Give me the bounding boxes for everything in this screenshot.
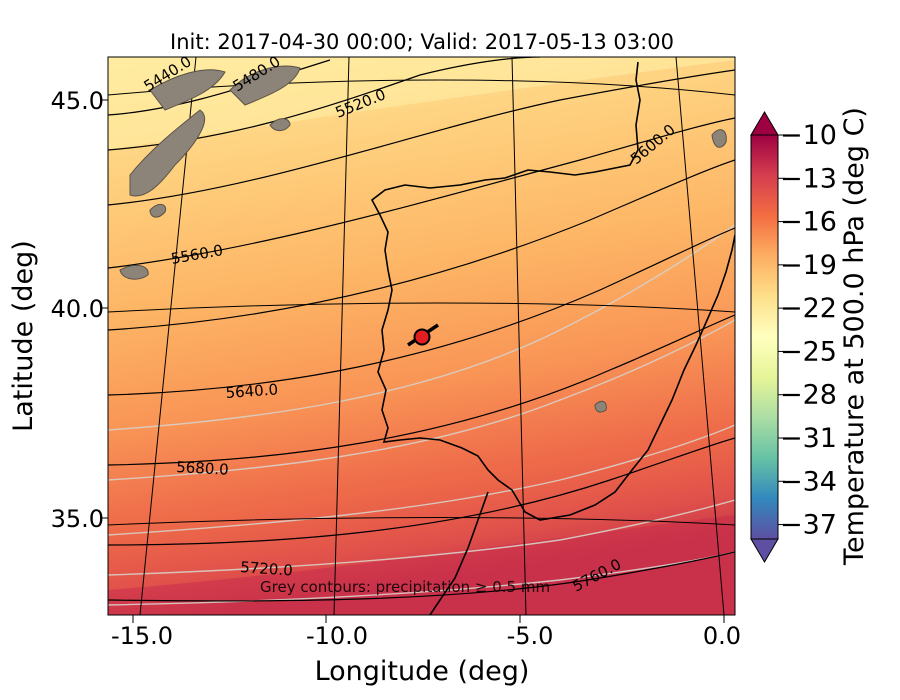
- precip-region: [711, 129, 727, 148]
- precip-region: [594, 400, 607, 413]
- colorbar-label: Temperature at 500.0 hPa (deg C): [839, 107, 870, 566]
- precipitation-note: Grey contours: precipitation ≥ 0.5 mm: [260, 578, 550, 596]
- colorbar-ticks: −10 −13 −16 −19 −22 −25 −28 −31 −34 −37: [778, 120, 837, 541]
- contour-label: 5720.0: [240, 558, 294, 580]
- temperature-isotherms: [108, 224, 735, 606]
- y-tick-label: 45.0: [51, 87, 104, 115]
- x-tick-label: 0.0: [703, 622, 741, 650]
- height-contour-line: [108, 551, 735, 602]
- colorbar: −10 −13 −16 −19 −22 −25 −28 −31 −34 −37 Temperatu…: [750, 107, 870, 566]
- plot-title: Init: 2017-04-30 00:00; Valid: 2017-05-1…: [170, 30, 674, 54]
- africa-coastline: [429, 491, 489, 615]
- colorbar-body: [750, 134, 779, 540]
- height-contour-line: [108, 314, 735, 466]
- colorbar-tick-label: −25: [780, 336, 837, 367]
- colorbar-bottom-extend: [750, 538, 779, 563]
- plot-frame: [107, 56, 736, 616]
- x-tick-label: -15.0: [111, 622, 173, 650]
- iberian-coastline: [370, 61, 735, 521]
- height-contour-line: [108, 59, 331, 116]
- precip-region: [149, 203, 167, 218]
- precip-region: [229, 65, 301, 106]
- contour-label: 5640.0: [225, 380, 279, 402]
- parallel-line: [108, 517, 735, 526]
- x-tick-label: -5.0: [507, 622, 554, 650]
- precip-region: [129, 109, 206, 197]
- contour-label: 5680.0: [176, 458, 229, 479]
- colorbar-tick-label: −31: [780, 423, 837, 454]
- colorbar-tick-label: −10: [780, 120, 837, 151]
- precipitation-contours: [119, 65, 727, 413]
- precip-region: [269, 118, 291, 132]
- parallel-line: [108, 302, 735, 313]
- colorbar-tick-label: −22: [780, 293, 837, 324]
- height-contour-line: [108, 117, 735, 269]
- y-tick-label: 35.0: [51, 505, 104, 533]
- y-tick-label: 40.0: [51, 295, 104, 323]
- isotherm-line: [108, 224, 735, 431]
- isotherm-line: [108, 551, 735, 606]
- location-marker: [407, 323, 439, 347]
- height-contour-line: [108, 437, 735, 546]
- x-tick-label: -10.0: [306, 622, 368, 650]
- colorbar-tick-label: −28: [780, 380, 837, 411]
- meridian-line: [511, 57, 527, 615]
- colorbar-tick-label: −19: [780, 250, 837, 281]
- colorbar-tick-label: −16: [780, 207, 837, 238]
- y-axis-label: Latitude (deg): [8, 240, 39, 432]
- colorbar-tick-label: −34: [780, 466, 837, 497]
- colorbar-tick-label: −13: [780, 163, 837, 194]
- marker-dot: [413, 328, 431, 346]
- y-axis: 45.0 40.0 35.0 Latitude (deg): [8, 87, 108, 533]
- colorbar-tick-label: −37: [780, 510, 837, 541]
- x-axis: -15.0 -10.0 -5.0 0.0 Longitude (deg): [111, 615, 741, 687]
- precip-region: [119, 264, 149, 280]
- plot-area: [108, 57, 735, 615]
- x-axis-label: Longitude (deg): [315, 656, 530, 687]
- colorbar-top-extend: [750, 111, 779, 136]
- meridian-line: [333, 57, 350, 615]
- isotherm-line: [108, 499, 735, 576]
- height-contour-line: [108, 69, 735, 206]
- shading-band: [108, 515, 735, 615]
- isotherm-line: [108, 424, 735, 536]
- precip-region: [149, 69, 226, 111]
- isotherm-line: [108, 319, 735, 481]
